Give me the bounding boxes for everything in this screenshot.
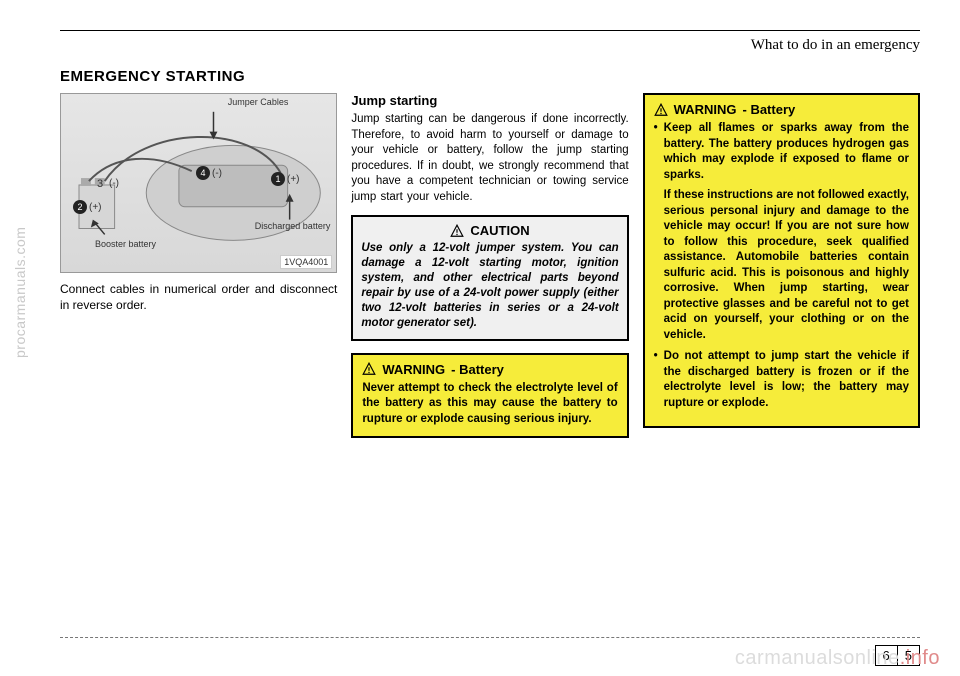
jump-starting-body: Jump starting can be dangerous if done i…	[351, 112, 628, 205]
label-discharged-battery: Discharged battery	[255, 222, 331, 232]
warning-large-sub: - Battery	[743, 102, 796, 117]
warning-small-sub: - Battery	[451, 362, 504, 377]
header-row: What to do in an emergency	[60, 37, 920, 54]
warning-bullet-2: Do not attempt to jump start the vehicle…	[654, 349, 909, 411]
chapter-header: What to do in an emergency	[751, 37, 920, 54]
column-1: Jumper Cables Discharged battery Booster…	[60, 93, 337, 438]
section-title: EMERGENCY STARTING	[60, 68, 920, 85]
caution-box: CAUTION Use only a 12-volt jumper system…	[351, 215, 628, 341]
column-2: Jump starting Jump starting can be dange…	[351, 93, 628, 438]
warning-small-title: WARNING	[382, 362, 445, 377]
warning-small-title-row: WARNING - Battery	[362, 362, 617, 377]
warning-small-body: Never attempt to check the electrolyte l…	[362, 381, 617, 428]
footer-rule	[60, 637, 920, 638]
caution-title: CAUTION	[470, 223, 529, 238]
label-jumper-cables: Jumper Cables	[228, 98, 289, 108]
caution-icon	[450, 224, 464, 238]
caution-title-row: CAUTION	[361, 223, 618, 238]
minus-1: (-)	[109, 178, 119, 189]
warning-large-title: WARNING	[674, 102, 737, 117]
jump-start-diagram: Jumper Cables Discharged battery Booster…	[60, 93, 337, 273]
page-content: What to do in an emergency EMERGENCY STA…	[60, 30, 920, 646]
warning-icon	[654, 103, 668, 117]
jump-starting-title: Jump starting	[351, 93, 628, 108]
warning-bullet-1: Keep all flames or sparks away from the …	[654, 121, 909, 343]
minus-2: (-)	[212, 168, 222, 179]
warning-box-small: WARNING - Battery Never attempt to check…	[351, 353, 628, 439]
diagram-num-4: 4	[196, 166, 210, 180]
columns: Jumper Cables Discharged battery Booster…	[60, 93, 920, 438]
warning-box-large: WARNING - Battery Keep all flames or spa…	[643, 93, 920, 428]
plus-2: (+)	[89, 202, 102, 213]
watermark-suffix: .info	[900, 647, 940, 669]
plus-1: (+)	[287, 174, 300, 185]
watermark-main: carmanualsonline	[735, 647, 900, 669]
bottom-watermark: carmanualsonline.info	[735, 647, 940, 670]
bullet1-text: Keep all flames or sparks away from the …	[664, 122, 909, 181]
top-rule	[60, 30, 920, 31]
column-3: WARNING - Battery Keep all flames or spa…	[643, 93, 920, 438]
caution-body: Use only a 12-volt jumper system. You ca…	[361, 241, 618, 331]
diagram-caption: Connect cables in numerical order and di…	[60, 281, 337, 313]
diagram-code: 1VQA4001	[280, 255, 332, 269]
diagram-num-1: 1	[271, 172, 285, 186]
warning-large-body: Keep all flames or sparks away from the …	[654, 121, 909, 411]
diagram-num-3: 3	[97, 178, 103, 190]
warning-icon	[362, 362, 376, 376]
warning-large-title-row: WARNING - Battery	[654, 102, 909, 117]
diagram-num-2: 2	[73, 200, 87, 214]
bullet1-cont: If these instructions are not followed e…	[664, 188, 909, 343]
label-booster-battery: Booster battery	[95, 240, 156, 250]
left-watermark: procarmanuals.com	[12, 227, 28, 358]
